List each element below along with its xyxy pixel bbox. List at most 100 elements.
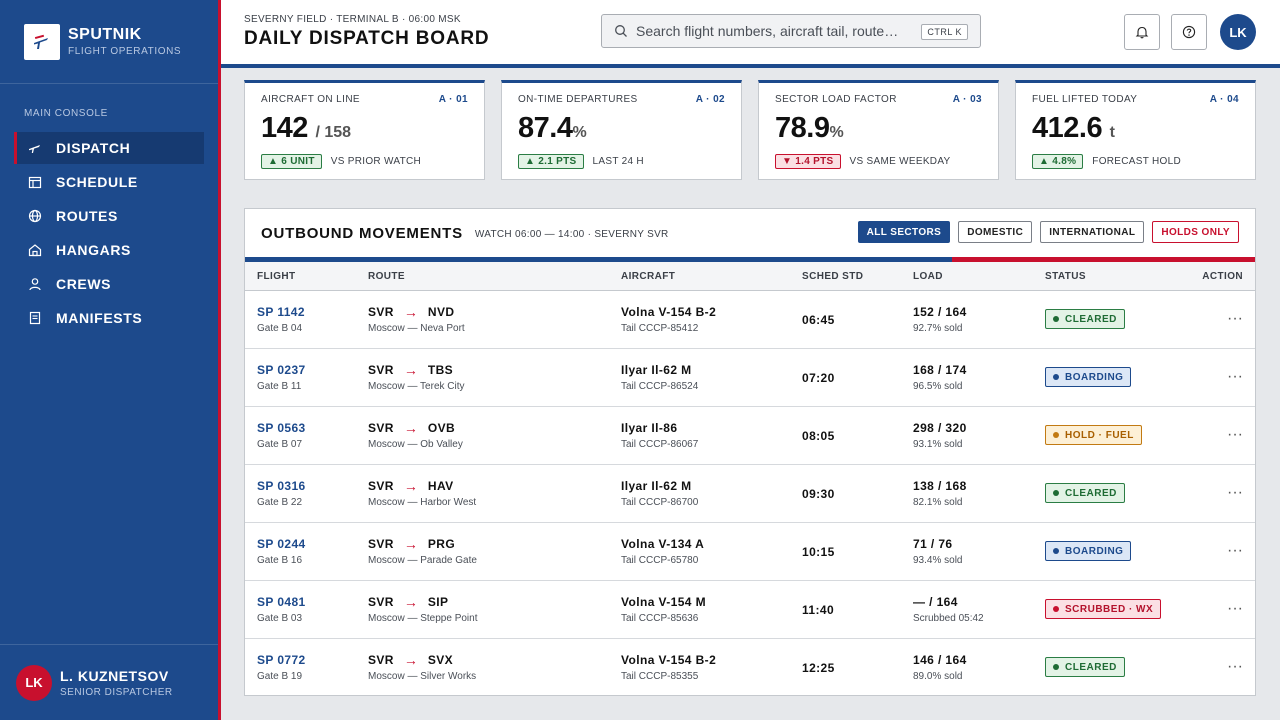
filter-international[interactable]: INTERNATIONAL	[1040, 221, 1145, 243]
route-origin: SVR	[368, 363, 394, 377]
main-nav: DISPATCH SCHEDULE ROUTES HANGARS CREWS	[0, 128, 218, 334]
column-header[interactable]: ROUTE	[368, 271, 405, 282]
gate: Gate B 04	[257, 323, 303, 334]
nav-item-hangars[interactable]: HANGARS	[14, 234, 204, 266]
more-options-icon[interactable]: ···	[1227, 484, 1243, 501]
filter-domestic[interactable]: DOMESTIC	[958, 221, 1033, 243]
gate: Gate B 07	[257, 439, 303, 450]
kpi-code: A · 03	[952, 94, 982, 105]
globe-icon	[28, 209, 42, 223]
filter-group: ALL SECTORS DOMESTIC INTERNATIONAL HOLDS…	[850, 221, 1239, 243]
column-header[interactable]: LOAD	[913, 271, 943, 282]
table-row[interactable]: SP 1142 Gate B 04 SVR → NVD Moscow — Nev…	[245, 291, 1255, 349]
kpi-delta: ▲ 6 UNIT	[261, 154, 322, 169]
kpi-delta: ▼ 1.4 PTS	[775, 154, 841, 169]
filter-all-sectors[interactable]: ALL SECTORS	[857, 221, 951, 243]
header-avatar[interactable]: LK	[1220, 14, 1256, 50]
status-dot-icon	[1053, 490, 1059, 496]
status-badge: SCRUBBED · WX	[1045, 599, 1162, 619]
table-row[interactable]: SP 0316 Gate B 22 SVR → HAV Moscow — Har…	[245, 465, 1255, 523]
more-options-icon[interactable]: ···	[1227, 426, 1243, 443]
route-description: Moscow — Harbor West	[368, 497, 477, 508]
status-dot-icon	[1053, 432, 1059, 438]
kpi-card-load: SECTOR LOAD FACTOR A · 03 78.9% ▼ 1.4 PT…	[758, 80, 999, 180]
arrow-right-icon: →	[403, 478, 418, 494]
aircraft-tail: Tail CCCP-85412	[621, 323, 699, 334]
nav-item-manifests[interactable]: MANIFESTS	[14, 302, 204, 334]
search-shortcut: CTRL K	[921, 24, 968, 40]
nav-item-schedule[interactable]: SCHEDULE	[14, 166, 204, 198]
kpi-label: AIRCRAFT ON LINE	[261, 94, 361, 105]
arrow-right-icon: →	[403, 362, 418, 378]
table-row[interactable]: SP 0244 Gate B 16 SVR → PRG Moscow — Par…	[245, 523, 1255, 581]
flight-number[interactable]: SP 0481	[257, 595, 306, 609]
flight-number[interactable]: SP 1142	[257, 305, 305, 319]
column-header[interactable]: FLIGHT	[257, 271, 296, 282]
kpi-unit: %	[829, 124, 844, 141]
nav-item-routes[interactable]: ROUTES	[14, 200, 204, 232]
nav-item-label: CREWS	[56, 276, 112, 292]
search-box[interactable]: CTRL K	[601, 14, 981, 48]
kpi-number: 87.4	[518, 112, 573, 144]
nav-item-dispatch[interactable]: DISPATCH	[14, 132, 204, 164]
route-description: Moscow — Steppe Point	[368, 613, 478, 624]
gate: Gate B 19	[257, 671, 303, 682]
column-header[interactable]: STATUS	[1045, 271, 1086, 282]
nav-section-label: MAIN CONSOLE	[24, 108, 108, 119]
route-origin: SVR	[368, 421, 394, 435]
flight-number[interactable]: SP 0244	[257, 537, 306, 551]
aircraft-type: Ilyar Il-86	[621, 421, 678, 435]
page-title: DAILY DISPATCH BOARD	[244, 28, 490, 49]
kpi-label: SECTOR LOAD FACTOR	[775, 94, 897, 105]
kpi-card-ontime: ON-TIME DEPARTURES A · 02 87.4% ▲ 2.1 PT…	[501, 80, 742, 180]
flight-number[interactable]: SP 0237	[257, 363, 306, 377]
route-destination: NVD	[427, 305, 455, 319]
hangar-icon	[28, 243, 42, 257]
flight-number[interactable]: SP 0563	[257, 421, 306, 435]
status-badge: BOARDING	[1045, 541, 1132, 561]
route-origin: SVR	[368, 653, 394, 667]
kpi-number: 78.9	[775, 112, 830, 144]
gate: Gate B 03	[257, 613, 303, 624]
kpi-note: VS PRIOR WATCH	[330, 156, 422, 167]
route-description: Moscow — Silver Works	[368, 671, 477, 682]
route-destination: TBS	[427, 363, 454, 377]
filter-holds-only[interactable]: HOLDS ONLY	[1152, 221, 1239, 243]
status-dot-icon	[1053, 316, 1059, 322]
status-label: CLEARED	[1065, 487, 1117, 499]
table-row[interactable]: SP 0563 Gate B 07 SVR → OVB Moscow — Ob …	[245, 407, 1255, 465]
more-options-icon[interactable]: ···	[1227, 600, 1243, 617]
nav-item-crews[interactable]: CREWS	[14, 268, 204, 300]
brand-subtitle: FLIGHT OPERATIONS	[68, 46, 182, 57]
more-options-icon[interactable]: ···	[1227, 368, 1243, 385]
gate: Gate B 22	[257, 497, 303, 508]
nav-item-label: ROUTES	[56, 208, 118, 224]
aircraft-tail: Tail CCCP-86700	[621, 497, 699, 508]
flight-number[interactable]: SP 0772	[257, 653, 306, 667]
search-input[interactable]	[636, 23, 916, 39]
aircraft-type: Ilyar Il-62 M	[621, 479, 692, 493]
user-role: SENIOR DISPATCHER	[60, 686, 173, 698]
user-icon	[28, 277, 42, 291]
more-options-icon[interactable]: ···	[1227, 310, 1243, 327]
help-button[interactable]	[1171, 14, 1207, 50]
panel-accent-bar	[245, 257, 1255, 262]
kpi-note: VS SAME WEEKDAY	[849, 156, 951, 167]
route-description: Moscow — Terek City	[368, 381, 465, 392]
user-profile[interactable]: LK L. KUZNETSOV SENIOR DISPATCHER	[0, 644, 218, 720]
kpi-value: 87.4%	[518, 113, 725, 148]
route-description: Moscow — Parade Gate	[368, 555, 477, 566]
brand: SPUTNIK FLIGHT OPERATIONS	[0, 0, 218, 84]
aircraft-tail: Tail CCCP-85355	[621, 671, 699, 682]
notifications-button[interactable]	[1124, 14, 1160, 50]
more-options-icon[interactable]: ···	[1227, 542, 1243, 559]
table-row[interactable]: SP 0772 Gate B 19 SVR → SVX Moscow — Sil…	[245, 639, 1255, 695]
column-header[interactable]: SCHED STD	[802, 271, 864, 282]
more-options-icon[interactable]: ···	[1227, 658, 1243, 675]
header-meta: SEVERNY FIELD · TERMINAL B · 06:00 MSK	[244, 14, 461, 25]
flight-number[interactable]: SP 0316	[257, 479, 306, 493]
table-row[interactable]: SP 0481 Gate B 03 SVR → SIP Moscow — Ste…	[245, 581, 1255, 639]
status-label: CLEARED	[1065, 661, 1117, 673]
column-header[interactable]: AIRCRAFT	[621, 271, 676, 282]
table-row[interactable]: SP 0237 Gate B 11 SVR → TBS Moscow — Ter…	[245, 349, 1255, 407]
